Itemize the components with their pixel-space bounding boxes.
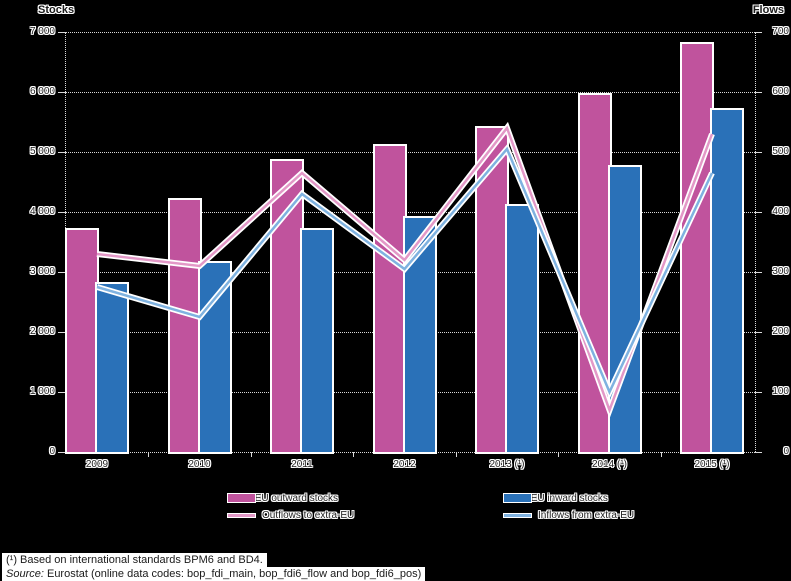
left-axis-tick — [58, 152, 65, 153]
right-axis-tick-label: 300 — [772, 266, 789, 277]
right-axis-tick — [755, 212, 762, 213]
source-text: Eurostat (online data codes: bop_fdi_mai… — [43, 568, 422, 580]
legend-item: Inflows from extra-EU — [504, 508, 634, 522]
left-axis-tick — [58, 452, 65, 453]
right-axis-tick — [755, 92, 762, 93]
gridline — [65, 32, 755, 33]
left-axis-tick-label: 3 000 — [29, 266, 55, 277]
left-axis-tick — [58, 392, 65, 393]
x-axis-category-label: 2009 — [85, 459, 109, 470]
right-axis-tick-label: 200 — [772, 326, 789, 337]
left-axis-tick — [58, 332, 65, 333]
x-axis-category-label: 2014 (¹) — [591, 459, 627, 470]
left-axis-tick-label: 1 000 — [29, 386, 55, 397]
bar-outward-stocks — [67, 230, 97, 452]
x-axis-tick — [660, 452, 662, 457]
legend-item: Extra-EU outward stocks — [228, 491, 338, 505]
right-axis-tick — [755, 332, 762, 333]
right-axis-tick-label: 700 — [772, 26, 789, 37]
right-axis-tick-label: 0 — [783, 446, 789, 457]
left-axis-tick-label: 5 000 — [29, 146, 55, 157]
left-axis-tick-label: 6 000 — [29, 86, 55, 97]
left-axis-title: Stocks — [38, 4, 75, 16]
left-axis-line — [65, 32, 66, 452]
legend: Extra-EU outward stocks Extra-EU inward s… — [228, 491, 658, 527]
x-axis-tick — [353, 452, 355, 457]
left-axis-tick — [58, 212, 65, 213]
right-axis-tick-label: 500 — [772, 146, 789, 157]
x-axis-tick — [250, 452, 252, 457]
x-axis-line — [65, 452, 755, 453]
x-axis-category-label: 2012 — [393, 459, 416, 470]
legend-label: Inflows from extra-EU — [538, 509, 635, 521]
gridline — [65, 152, 755, 153]
left-axis-tick — [58, 32, 65, 33]
bar-inward-stocks — [712, 110, 742, 452]
right-axis-tick-label: 400 — [772, 206, 789, 217]
right-axis-tick — [755, 32, 762, 33]
legend-bar-swatch — [228, 494, 255, 502]
bar-inward-stocks — [302, 230, 332, 452]
bar-inward-stocks — [609, 167, 640, 452]
footnotes: (¹) Based on international standards BPM… — [2, 553, 426, 581]
x-axis-tick — [558, 452, 560, 457]
right-axis-line — [755, 32, 756, 452]
left-axis-tick-label: 0 — [49, 446, 55, 457]
gridline — [65, 92, 755, 93]
left-axis-tick-label: 7 000 — [29, 26, 55, 37]
bar-outward-stocks — [272, 161, 302, 452]
x-axis-category-label: 2013 (¹) — [489, 459, 525, 470]
left-axis-tick-label: 2 000 — [29, 326, 55, 337]
footnote-standards-text: (¹) Based on international standards BPM… — [6, 554, 263, 566]
x-axis-tick — [148, 452, 150, 457]
gridline — [65, 212, 755, 213]
bar-inward-stocks — [404, 218, 435, 452]
legend-line-swatch — [504, 513, 531, 517]
legend-label: Outflows to extra-EU — [262, 509, 355, 521]
legend-label: Extra-EU inward stocks — [504, 492, 608, 504]
right-axis-tick — [755, 392, 762, 393]
left-axis-tick — [58, 272, 65, 273]
x-axis-category-label: 2011 — [291, 459, 313, 470]
footnote-standards: (¹) Based on international standards BPM… — [2, 553, 267, 567]
legend-item: Outflows to extra-EU — [228, 508, 354, 522]
legend-item: Extra-EU inward stocks — [504, 491, 608, 505]
right-axis-tick-label: 100 — [772, 386, 789, 397]
legend-bar-swatch — [504, 494, 531, 502]
source-label: Source: — [6, 568, 44, 580]
bar-outward-stocks — [374, 146, 405, 452]
bar-outward-stocks — [169, 200, 200, 452]
footnote-source: Source: Eurostat (online data codes: bop… — [2, 567, 426, 581]
left-axis-tick — [58, 92, 65, 93]
right-axis-tick — [755, 152, 762, 153]
x-axis-category-label: 2010 — [188, 459, 211, 470]
right-axis-tick — [755, 272, 762, 273]
right-axis-tick — [755, 452, 762, 453]
x-axis-tick — [455, 452, 457, 457]
legend-line-swatch — [228, 513, 255, 517]
bar-outward-stocks — [477, 128, 507, 452]
right-axis-tick-label: 600 — [772, 86, 789, 97]
bar-outward-stocks — [682, 44, 712, 452]
left-axis-tick-label: 4 000 — [29, 206, 55, 217]
bar-inward-stocks — [199, 263, 230, 452]
bar-inward-stocks — [97, 284, 127, 452]
bar-inward-stocks — [507, 206, 537, 452]
x-axis-category-label: 2015 (¹) — [694, 459, 730, 470]
right-axis-title: Flows — [752, 4, 784, 16]
bar-outward-stocks — [579, 95, 610, 452]
legend-label: Extra-EU outward stocks — [228, 492, 339, 504]
